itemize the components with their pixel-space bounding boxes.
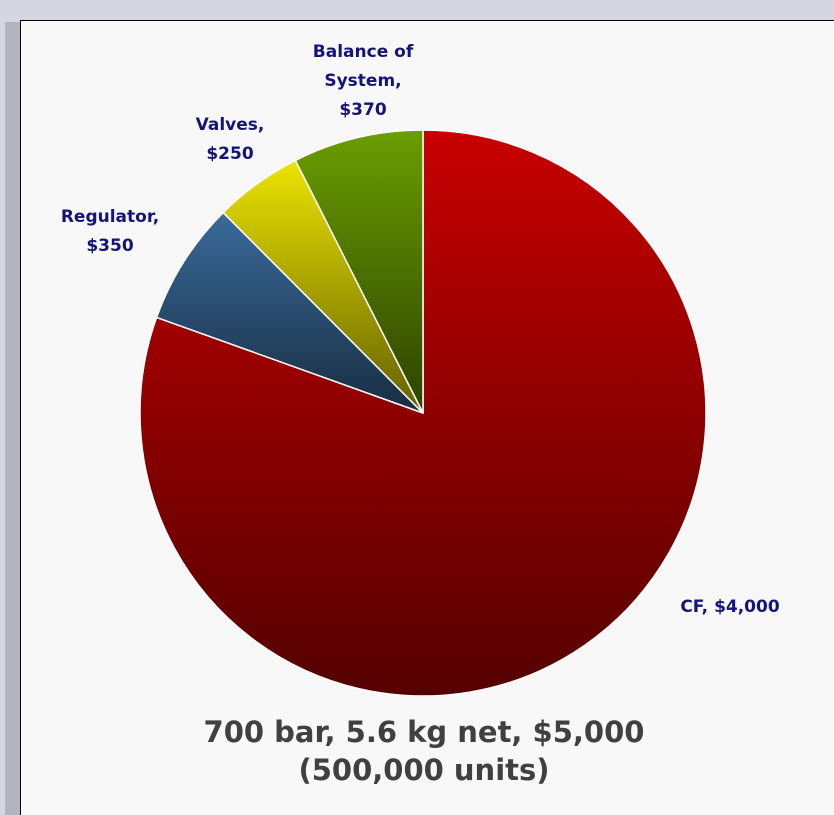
- chart-title: (500,000 units): [298, 753, 549, 787]
- data-label-line: $250: [206, 144, 253, 164]
- data-label-line: $370: [339, 100, 386, 120]
- data-label: Valves, $250: [196, 115, 265, 164]
- data-label: CF, $4,000: [680, 597, 780, 617]
- data-label: Regulator, $350: [61, 207, 159, 256]
- data-label-line: CF, $4,000: [680, 597, 780, 617]
- chart-title: 700 bar, 5.6 kg net, $5,000: [204, 715, 645, 749]
- pie-slice: [294, 129, 424, 414]
- data-label-line: Balance of: [313, 42, 414, 62]
- data-label-line: Valves,: [196, 115, 265, 135]
- pie-slice: [155, 211, 424, 414]
- data-label-line: $350: [86, 236, 133, 256]
- data-label-line: System,: [324, 71, 401, 91]
- data-label: Balance of System, $370: [313, 42, 414, 120]
- side-strip: [5, 22, 20, 815]
- data-label-line: Regulator,: [61, 207, 159, 227]
